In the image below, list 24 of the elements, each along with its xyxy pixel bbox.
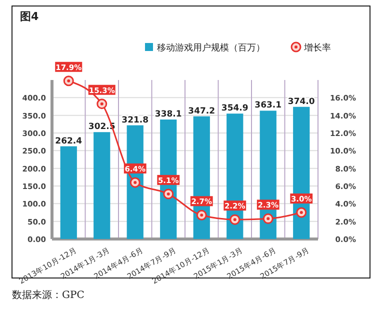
point bbox=[296, 207, 307, 218]
point bbox=[130, 177, 140, 188]
point bbox=[230, 214, 240, 225]
point bbox=[63, 76, 74, 86]
data-label: 321.8 bbox=[122, 115, 149, 126]
point bbox=[262, 213, 274, 224]
bar bbox=[94, 132, 110, 239]
legend-label: 增长率 bbox=[303, 42, 331, 54]
bar bbox=[60, 146, 77, 239]
bar bbox=[193, 116, 210, 239]
data-label: 363.1 bbox=[254, 100, 282, 111]
data-label: 262.4 bbox=[55, 136, 82, 146]
point bbox=[96, 98, 108, 110]
bar bbox=[293, 106, 310, 239]
chart-title: 图4 bbox=[20, 10, 39, 23]
point bbox=[196, 210, 207, 220]
legend-label: 移动游戏用户规模（百万） bbox=[157, 42, 265, 54]
data-label: 374.0 bbox=[288, 96, 315, 107]
source-note: 数据来源：GPC bbox=[12, 289, 85, 301]
bar bbox=[260, 110, 276, 239]
data-label: 354.9 bbox=[221, 104, 248, 114]
data-label: 347.2 bbox=[188, 106, 216, 116]
data-label: 338.1 bbox=[154, 110, 182, 120]
point bbox=[163, 188, 174, 200]
